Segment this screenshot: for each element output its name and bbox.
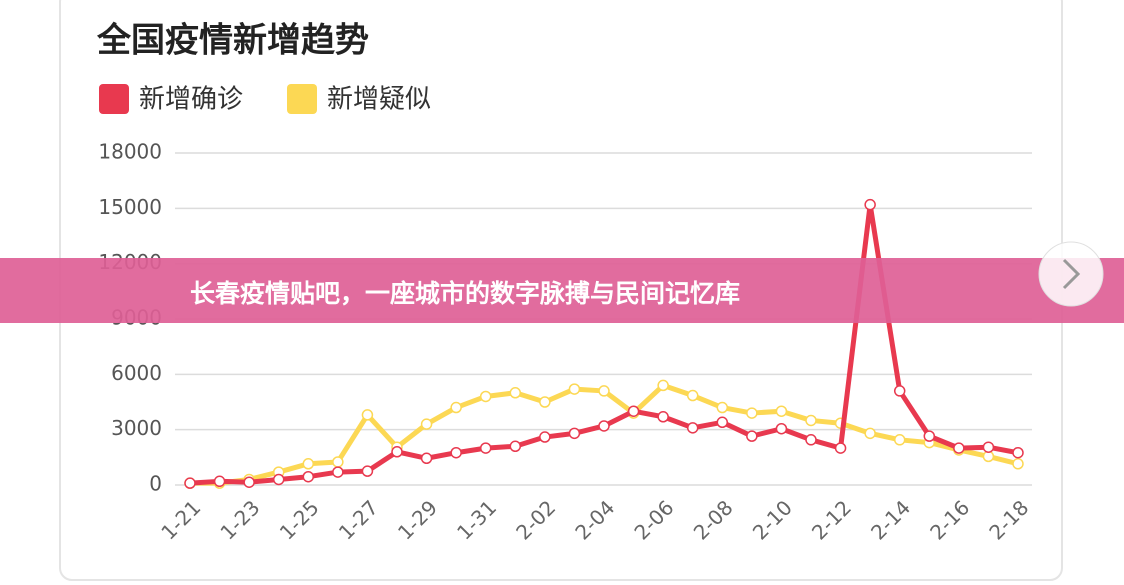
data-point (302, 470, 315, 483)
data-point (893, 385, 906, 397)
data-point (391, 446, 403, 458)
data-point (1012, 446, 1024, 459)
data-point (243, 476, 255, 488)
y-tick-label: 0 (149, 472, 162, 496)
data-point (1012, 458, 1024, 470)
data-point (923, 430, 936, 442)
data-point (302, 458, 315, 470)
data-point (420, 418, 433, 430)
data-point (361, 409, 374, 421)
data-point (332, 456, 344, 468)
legend-label: 新增疑似 (327, 85, 431, 115)
data-point (716, 401, 729, 414)
banner-text: 长春疫情贴吧，一座城市的数字脉搏与民间记忆库 (190, 279, 740, 308)
data-point (332, 466, 344, 478)
y-tick-label: 3000 (111, 416, 162, 440)
data-point (657, 379, 669, 392)
data-point (272, 473, 285, 486)
data-point (716, 416, 729, 429)
legend-label: 新增确诊 (139, 85, 243, 115)
data-point (598, 420, 610, 432)
data-point (539, 431, 551, 443)
data-point (746, 407, 758, 419)
data-point (805, 434, 817, 446)
data-point (627, 405, 640, 417)
next-button[interactable] (1038, 241, 1104, 307)
data-point (775, 422, 788, 435)
data-point (686, 389, 699, 402)
y-tick-label: 15000 (98, 195, 162, 219)
data-point (420, 452, 433, 465)
data-point (509, 387, 522, 399)
y-tick-label: 18000 (98, 140, 162, 164)
data-point (479, 390, 492, 403)
data-point (657, 411, 669, 423)
data-point (805, 414, 817, 427)
data-point (893, 434, 906, 446)
data-point (953, 442, 965, 454)
data-point (361, 465, 374, 477)
data-point (450, 401, 462, 414)
data-point (479, 442, 492, 454)
y-tick-label: 6000 (111, 361, 162, 385)
legend-swatch (99, 84, 129, 114)
plot: 03000600090001200015000180001-211-231-25… (98, 84, 1033, 545)
data-point (184, 477, 196, 489)
data-point (686, 422, 699, 434)
chart-title: 全国疫情新增趋势 (96, 21, 369, 61)
banner-bg (0, 258, 1124, 323)
data-point (775, 405, 788, 417)
chevron-icon (1062, 258, 1081, 290)
data-point (213, 475, 226, 488)
data-point (864, 427, 876, 440)
data-point (568, 383, 581, 395)
data-point (568, 427, 581, 440)
data-point (598, 385, 610, 397)
data-point (864, 198, 876, 211)
data-point (746, 430, 758, 442)
data-point (982, 441, 995, 453)
legend-swatch (287, 84, 317, 114)
data-point (450, 446, 462, 459)
data-point (509, 440, 522, 453)
data-point (539, 396, 551, 408)
data-point (834, 442, 847, 454)
